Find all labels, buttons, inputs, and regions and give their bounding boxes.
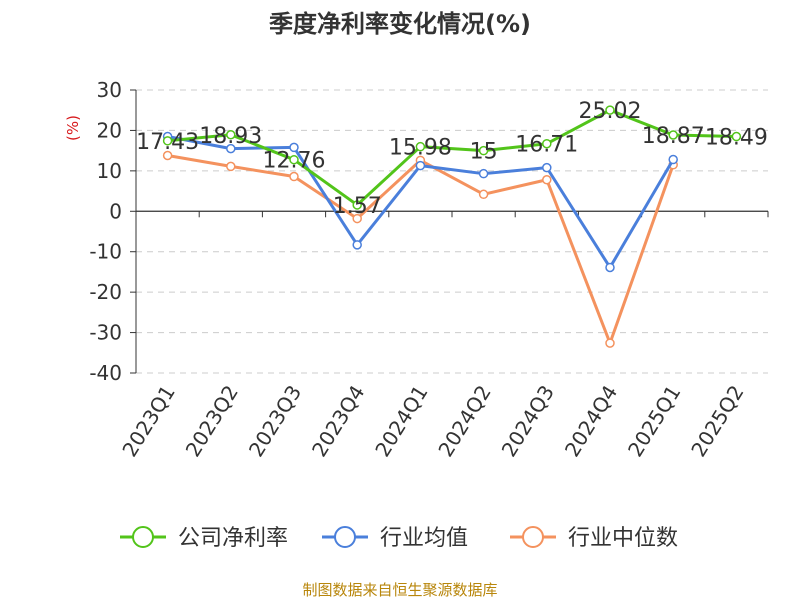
legend-label: 公司净利率 [178, 526, 288, 551]
data-label: 25.02 [579, 99, 642, 124]
data-point [162, 136, 173, 146]
data-point [289, 142, 299, 153]
legend-marker [334, 526, 356, 548]
series-group [162, 105, 742, 348]
data-point [226, 130, 236, 140]
data-point [352, 240, 362, 250]
data-point [668, 154, 678, 165]
data-label: 18.87 [642, 124, 705, 149]
data-point [605, 338, 615, 348]
x-tick-label: 2024Q3 [497, 381, 559, 461]
data-label: 17.43 [136, 130, 199, 155]
data-label: 1.57 [333, 194, 382, 219]
x-tick-label: 2024Q4 [560, 381, 622, 461]
data-point [226, 161, 236, 172]
y-tick-label: 10 [97, 159, 122, 183]
legend: 公司净利率 行业均值 行业中位数 [120, 526, 678, 551]
data-point [605, 105, 615, 115]
series-line [167, 108, 737, 207]
y-tick-label: -30 [89, 321, 122, 345]
legend-marker [132, 526, 154, 548]
data-point [542, 175, 552, 185]
data-label: 15.98 [389, 136, 452, 161]
data-label: 16.71 [515, 133, 578, 158]
data-label: 18.49 [705, 126, 768, 151]
x-tick-label: 2025Q1 [623, 381, 685, 461]
data-point [668, 130, 678, 140]
y-tick-label: 30 [97, 78, 122, 102]
data-point [731, 131, 742, 142]
chart-title: 季度净利率变化情况(%) [269, 10, 531, 38]
x-tick-label: 2023Q3 [244, 381, 306, 461]
data-point [289, 171, 299, 182]
data-point [162, 150, 173, 161]
x-tick-label: 2023Q2 [181, 381, 243, 461]
x-tick-label: 2024Q2 [433, 381, 495, 461]
data-point [415, 141, 426, 152]
data-point [478, 168, 489, 179]
data-point [542, 162, 552, 173]
y-tick-label: -10 [89, 240, 122, 264]
data-point [226, 143, 236, 154]
data-point [289, 154, 299, 165]
x-tick-label: 2024Q1 [370, 381, 432, 461]
data-point [352, 200, 362, 210]
y-tick-label: -20 [89, 280, 122, 304]
legend-marker [522, 526, 544, 548]
data-point [605, 262, 615, 273]
source-note: 制图数据来自恒生聚源数据库 [302, 581, 497, 599]
y-tick-label: 0 [109, 199, 122, 223]
data-label: 15 [470, 140, 498, 165]
data-label: 18.93 [199, 124, 262, 149]
legend-label: 行业均值 [380, 526, 468, 551]
data-point [415, 160, 426, 171]
data-point [478, 189, 489, 200]
x-tick-label: 2023Q4 [307, 381, 369, 461]
legend-label: 行业中位数 [568, 526, 678, 551]
data-point [478, 145, 489, 156]
x-tick-label: 2025Q2 [686, 381, 748, 461]
data-point [542, 138, 552, 149]
y-axis-label: (%) [64, 115, 82, 141]
data-point [352, 213, 362, 224]
x-tick-label: 2023Q1 [117, 381, 179, 461]
data-label: 12.76 [263, 149, 326, 174]
y-tick-label: -40 [89, 361, 122, 385]
y-tick-label: 20 [97, 118, 122, 142]
